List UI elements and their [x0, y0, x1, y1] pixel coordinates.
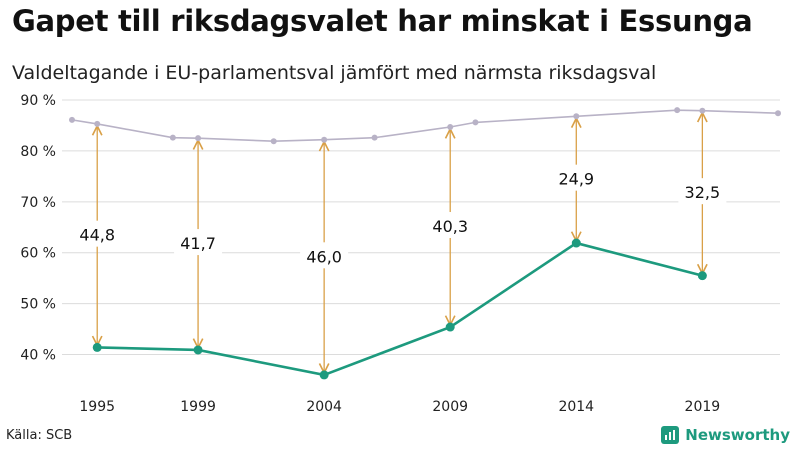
eu-point: [445, 322, 455, 332]
riksdag-point: [94, 120, 101, 127]
gap-label: 32,5: [685, 183, 721, 202]
eu-series-line: [97, 241, 703, 377]
gap-label: 46,0: [306, 247, 342, 266]
riksdag-point: [371, 134, 378, 141]
gap-label-background: [678, 178, 727, 205]
gap-label-background: [426, 212, 475, 239]
riksdag-point: [195, 135, 202, 142]
x-tick-label: 2004: [306, 399, 342, 415]
y-tick-label: 90 %: [20, 93, 56, 109]
x-tick-label: 2019: [685, 399, 721, 415]
riksdag-point: [69, 116, 75, 123]
x-tick-label: 2014: [558, 399, 594, 415]
brand-name: Newsworthy: [685, 426, 790, 444]
eu-point: [697, 271, 707, 281]
riksdag-point: [699, 107, 706, 114]
riksdag-series-line: [71, 109, 779, 143]
y-tick-label: 50 %: [20, 297, 56, 313]
eu-point: [319, 370, 329, 380]
riksdag-point: [775, 110, 781, 117]
chart-title: Gapet till riksdagsvalet har minskat i E…: [12, 4, 753, 38]
riksdag-point: [472, 119, 479, 126]
riksdag-point: [169, 134, 176, 141]
riksdag-point: [674, 107, 681, 114]
eu-point: [571, 238, 581, 248]
y-tick-label: 70 %: [20, 195, 56, 211]
gap-label-background: [73, 220, 122, 247]
gap-label-background: [174, 229, 223, 256]
gap-label: 41,7: [180, 234, 216, 253]
gap-label-background: [300, 242, 349, 269]
chart-logo-icon: [661, 426, 680, 444]
gap-label: 40,3: [432, 217, 468, 236]
gap-label-background: [552, 164, 601, 191]
y-tick-label: 80 %: [20, 144, 56, 160]
x-tick-label: 1995: [79, 399, 115, 415]
x-tick-label: 1999: [180, 399, 216, 415]
x-tick-label: 2009: [432, 399, 468, 415]
y-tick-label: 40 %: [20, 348, 56, 364]
eu-point: [92, 342, 102, 352]
riksdag-point: [270, 138, 277, 145]
riksdag-point: [321, 136, 328, 143]
riksdag-point: [573, 113, 580, 120]
eu-point: [193, 345, 203, 355]
gap-label: 44,8: [79, 226, 115, 245]
riksdag-point: [447, 123, 454, 130]
chart-subtitle: Valdeltagande i EU-parlamentsval jämfört…: [12, 62, 657, 84]
source-note: Källa: SCB: [6, 428, 73, 443]
brand: Newsworthy: [661, 426, 790, 444]
gap-label: 24,9: [558, 170, 594, 189]
y-tick-label: 60 %: [20, 246, 56, 262]
